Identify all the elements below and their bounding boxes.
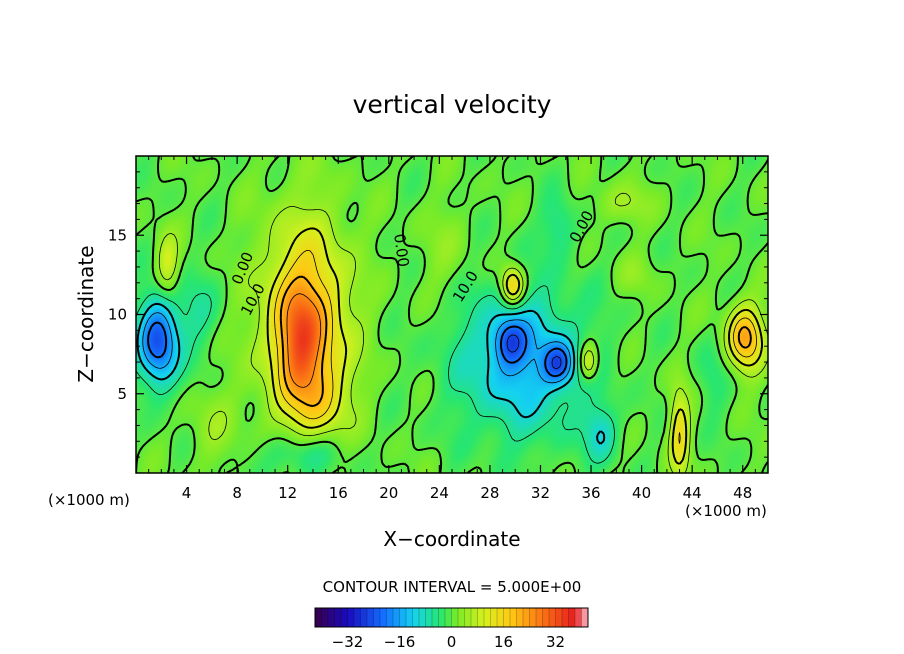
contour-level-neg5 xyxy=(136,285,615,464)
contour-level-5 xyxy=(158,192,768,473)
colorbar-band xyxy=(516,608,524,627)
colorbar-frame xyxy=(314,607,589,628)
contour-interval-text: CONTOUR INTERVAL = 5.000E+00 xyxy=(323,578,582,596)
colorbar-band xyxy=(458,608,465,627)
x-tick-label: 12 xyxy=(278,484,297,502)
colorbar-tick-label: −32 xyxy=(332,633,364,651)
contour-level-neg20 xyxy=(147,321,568,378)
x-tick-label: 8 xyxy=(232,484,242,502)
colorbar-band xyxy=(341,608,348,627)
colorbar-band xyxy=(393,608,400,627)
contour-level-25 xyxy=(286,293,322,388)
colorbar-band xyxy=(568,608,576,627)
colorbar-band xyxy=(523,608,530,627)
colorbar-band xyxy=(347,608,355,627)
colorbar-band xyxy=(334,608,342,627)
colorbar-band xyxy=(536,608,543,627)
contour-level-15 xyxy=(274,250,757,444)
colorbar-band xyxy=(549,608,556,627)
contour-level-neg25 xyxy=(506,334,562,370)
contour-level-10 xyxy=(266,227,763,465)
x-tick-label: 4 xyxy=(182,484,192,502)
contour-level-neg10 xyxy=(136,302,606,445)
colorbar-tick-label: 0 xyxy=(447,633,457,651)
colorbar-band xyxy=(425,608,433,627)
colorbar-band xyxy=(380,608,387,627)
x-tick-label: 48 xyxy=(733,484,752,502)
y-tick-label: 5 xyxy=(117,385,127,403)
colorbar-band xyxy=(542,608,550,627)
colorbar-tick-label: 16 xyxy=(494,633,513,651)
colorbar-band xyxy=(386,608,394,627)
colorbar-band xyxy=(451,608,459,627)
colorbar-ticks: −32 −16 0 16 32 xyxy=(332,633,565,651)
x-tick-label: 16 xyxy=(329,484,348,502)
colorbar-band xyxy=(562,608,569,627)
colorbar-band xyxy=(412,608,420,627)
colorbar-tick-label: 32 xyxy=(546,633,565,651)
contour-lines xyxy=(136,156,768,473)
colorbar-band xyxy=(503,608,511,627)
x-tick-label: 24 xyxy=(430,484,449,502)
colorbar-band xyxy=(399,608,407,627)
colorbar-band xyxy=(438,608,446,627)
contour-label: 0.00 xyxy=(390,233,412,269)
contour-level-20 xyxy=(279,275,752,407)
colorbar-tick-label: −16 xyxy=(384,633,416,651)
x-axis-label: X−coordinate xyxy=(383,527,520,551)
colorbar-band xyxy=(471,608,478,627)
colorbar-band xyxy=(484,608,491,627)
chart-title: vertical velocity xyxy=(353,90,552,119)
colorbar-band xyxy=(445,608,452,627)
y-tick-label: 10 xyxy=(108,306,127,324)
colorbar-band xyxy=(419,608,426,627)
contour-level-neg15 xyxy=(142,312,571,384)
field-heatmap xyxy=(136,156,768,473)
colorbar-band xyxy=(360,608,368,627)
colorbar xyxy=(314,608,589,627)
colorbar-band xyxy=(490,608,498,627)
x-axis-ticks: 4 8 12 16 20 24 28 32 36 40 44 48 xyxy=(148,156,756,502)
y-axis-ticks: 5 10 15 xyxy=(108,171,768,458)
colorbar-band xyxy=(464,608,472,627)
y-tick-label: 15 xyxy=(108,226,127,244)
colorbar-band xyxy=(315,608,322,627)
colorbar-band xyxy=(367,608,374,627)
colorbar-band xyxy=(497,608,504,627)
y-axis-label: Z−coordinate xyxy=(74,245,98,382)
x-tick-label: 20 xyxy=(379,484,398,502)
colorbar-band xyxy=(575,608,582,627)
colorbar-band xyxy=(328,608,335,627)
x-tick-label: 44 xyxy=(683,484,702,502)
colorbar-band xyxy=(555,608,563,627)
colorbar-band xyxy=(477,608,485,627)
x-tick-label: 32 xyxy=(531,484,550,502)
colorbar-band xyxy=(373,608,381,627)
colorbar-band xyxy=(321,608,329,627)
colorbar-band xyxy=(510,608,517,627)
x-tick-label: 40 xyxy=(632,484,651,502)
colorbar-band xyxy=(354,608,361,627)
x-unit-left: (×1000 m) xyxy=(48,491,130,509)
x-tick-label: 28 xyxy=(480,484,499,502)
colorbar-band xyxy=(406,608,413,627)
colorbar-band xyxy=(529,608,537,627)
x-unit-right: (×1000 m) xyxy=(685,502,767,520)
x-tick-label: 36 xyxy=(581,484,600,502)
colorbar-band xyxy=(432,608,439,627)
colorbar-band xyxy=(581,608,589,627)
